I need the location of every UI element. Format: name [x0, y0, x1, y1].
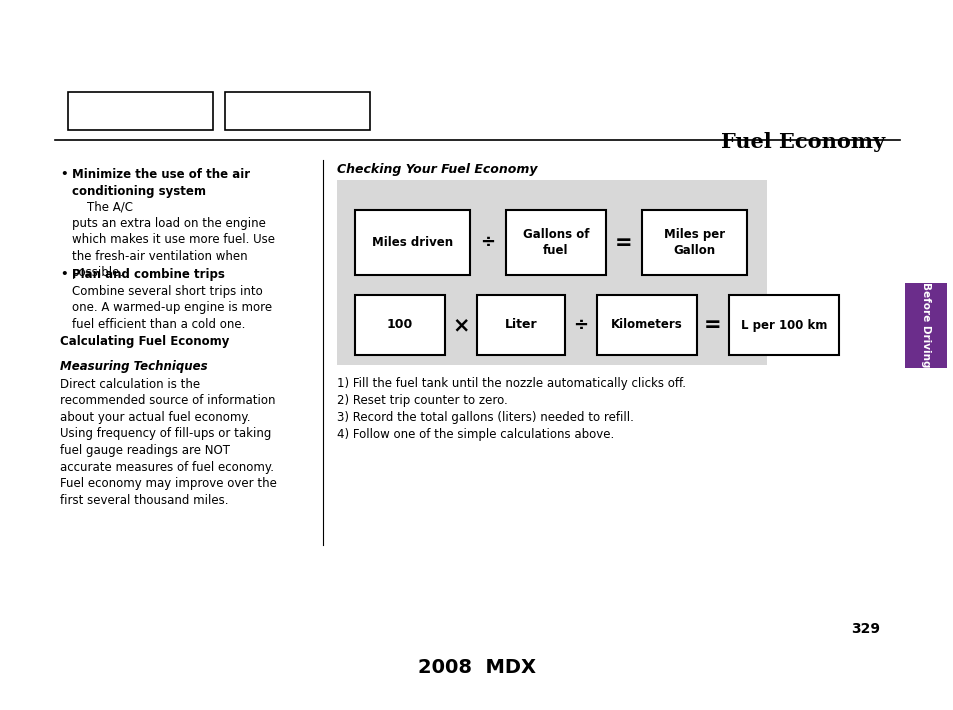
Text: Combine several short trips into
one. A warmed-up engine is more
fuel efficient : Combine several short trips into one. A …: [71, 285, 272, 331]
Text: Plan and combine trips: Plan and combine trips: [71, 268, 225, 281]
Bar: [728, 295, 838, 355]
Text: Before Driving: Before Driving: [920, 283, 930, 368]
Text: Miles driven: Miles driven: [372, 236, 453, 249]
Text: •: •: [60, 268, 68, 281]
Text: Direct calculation is the
recommended source of information
about your actual fu: Direct calculation is the recommended so…: [60, 378, 276, 506]
Text: Measuring Techniques: Measuring Techniques: [60, 360, 208, 373]
Bar: [355, 210, 470, 275]
Text: 2) Reset trip counter to zero.: 2) Reset trip counter to zero.: [336, 394, 507, 407]
Text: 3) Record the total gallons (liters) needed to refill.: 3) Record the total gallons (liters) nee…: [336, 411, 633, 424]
Bar: [597, 295, 697, 355]
Text: Gallons of
fuel: Gallons of fuel: [522, 228, 589, 257]
Text: 2008  MDX: 2008 MDX: [417, 658, 536, 677]
Text: Calculating Fuel Economy: Calculating Fuel Economy: [60, 335, 229, 348]
Bar: [505, 210, 605, 275]
Text: Liter: Liter: [504, 319, 537, 332]
Text: •: •: [60, 168, 68, 181]
Bar: [68, 92, 213, 130]
Bar: [476, 295, 564, 355]
Text: L per 100 km: L per 100 km: [740, 319, 826, 332]
Text: Checking Your Fuel Economy: Checking Your Fuel Economy: [336, 163, 537, 176]
Text: =: =: [703, 315, 721, 335]
Text: ÷: ÷: [573, 316, 588, 334]
Text: Minimize the use of the air
conditioning system: Minimize the use of the air conditioning…: [71, 168, 250, 197]
Bar: [355, 295, 444, 355]
Text: 4) Follow one of the simple calculations above.: 4) Follow one of the simple calculations…: [336, 428, 614, 441]
Text: 329: 329: [850, 622, 879, 636]
Bar: [641, 210, 746, 275]
Text: The A/C
puts an extra load on the engine
which makes it use more fuel. Use
the f: The A/C puts an extra load on the engine…: [71, 200, 274, 279]
Text: =: =: [615, 232, 632, 253]
Text: Miles per
Gallon: Miles per Gallon: [663, 228, 724, 257]
Text: ÷: ÷: [480, 234, 495, 251]
Bar: [225, 92, 370, 130]
Text: 1) Fill the fuel tank until the nozzle automatically clicks off.: 1) Fill the fuel tank until the nozzle a…: [336, 377, 685, 390]
Bar: [904, 283, 946, 368]
Bar: [336, 180, 766, 365]
Text: ×: ×: [452, 315, 469, 335]
Text: 100: 100: [387, 319, 413, 332]
Text: Kilometers: Kilometers: [611, 319, 682, 332]
Text: Fuel Economy: Fuel Economy: [720, 132, 884, 152]
